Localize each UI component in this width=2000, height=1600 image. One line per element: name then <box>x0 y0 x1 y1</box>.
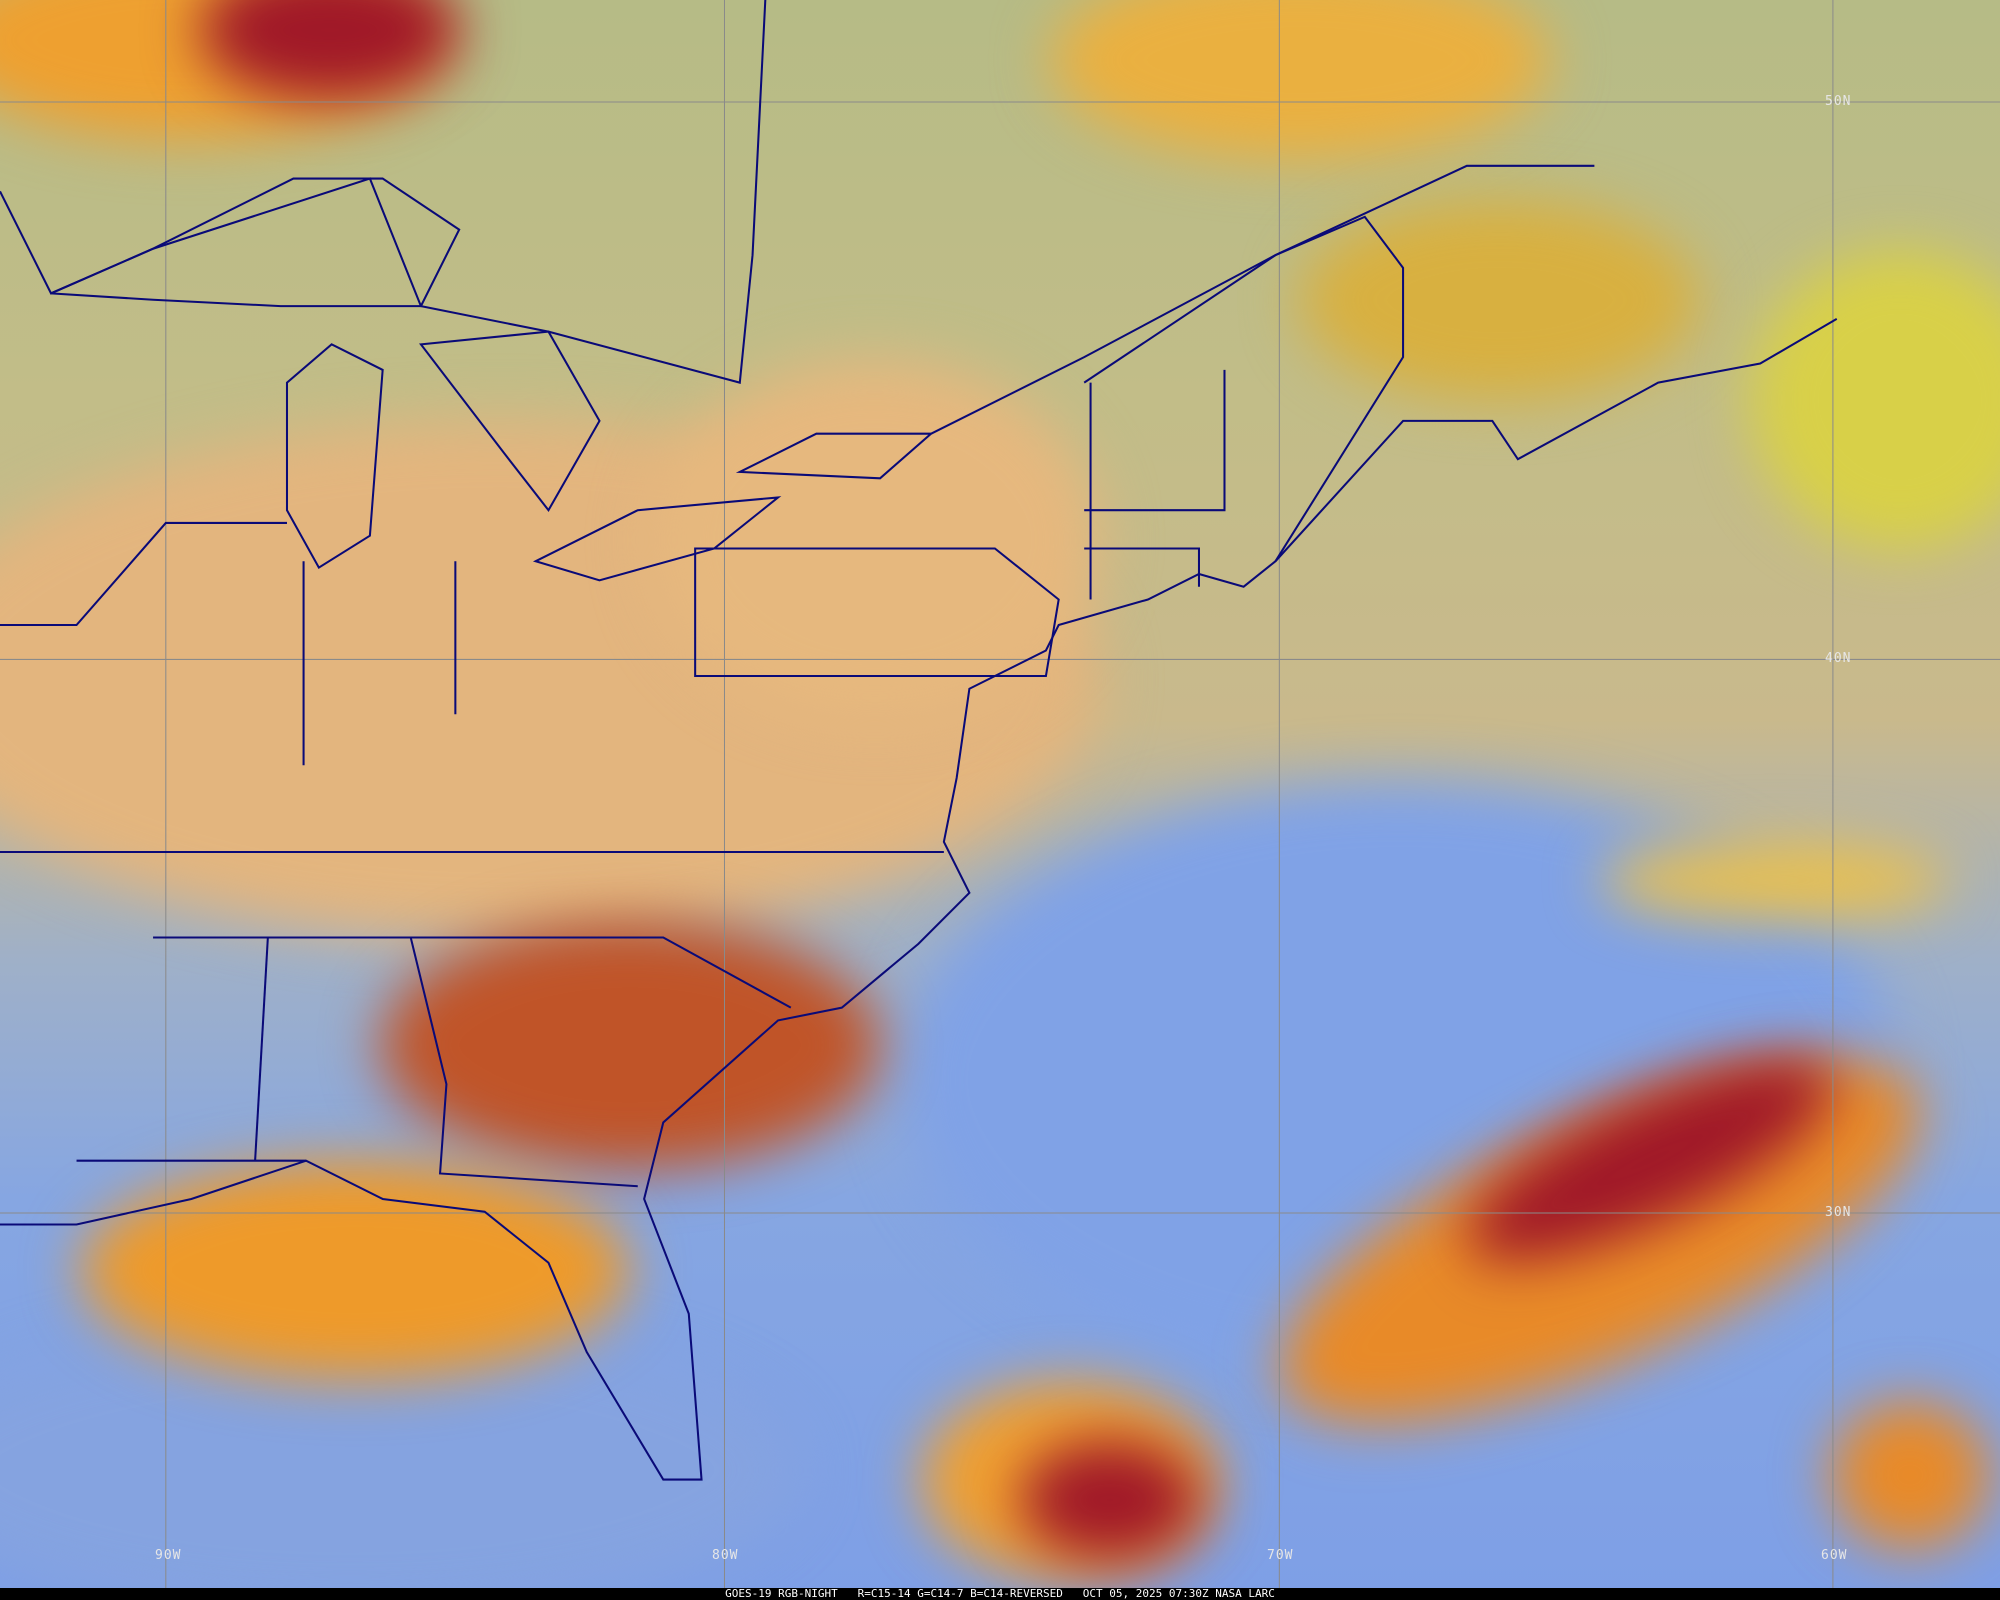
cloud-region <box>1300 200 1700 400</box>
coastlines <box>0 0 1838 1481</box>
lon-label-90w: 90W <box>155 1548 182 1563</box>
state-lines <box>254 937 269 1161</box>
cloud-region <box>1830 1400 1990 1550</box>
product-name: GOES-19 RGB-NIGHT <box>725 1587 838 1600</box>
state-lines <box>0 521 287 627</box>
lon-label-80w: 80W <box>712 1548 739 1563</box>
cloud-region <box>380 920 880 1170</box>
credit: NASA LARC <box>1215 1587 1275 1600</box>
timestamp: OCT 05, 2025 07:30Z <box>1082 1587 1209 1600</box>
channel-recipe: R=C15-14 G=C14-7 B=C14-REVERSED <box>857 1587 1063 1600</box>
lon-label-60w: 60W <box>1821 1548 1848 1563</box>
lake-erie <box>532 496 782 582</box>
cloud-region <box>80 1160 630 1380</box>
east-coastline <box>0 317 1838 1481</box>
lon-label-70w: 70W <box>1267 1548 1294 1563</box>
border-maine <box>1083 215 1405 562</box>
state-lines <box>409 937 638 1188</box>
lake-ontario <box>735 432 934 480</box>
pennsylvania <box>694 547 1060 678</box>
lat-label-30n: 30N <box>1825 1205 1852 1220</box>
cloud-region <box>1020 1440 1200 1560</box>
cloud-region <box>1600 840 1950 920</box>
state-lines <box>1084 369 1226 512</box>
cloud-region <box>1050 0 1550 160</box>
lake-michigan <box>285 343 384 570</box>
lake-superior <box>50 177 461 308</box>
lat-label-50n: 50N <box>1825 94 1852 109</box>
state-lines <box>1084 547 1200 587</box>
border-us-canada <box>0 0 767 384</box>
state-lines <box>153 936 792 1009</box>
cloud-region <box>1750 250 2000 550</box>
lake-huron <box>418 330 601 513</box>
st-lawrence <box>930 164 1595 435</box>
caption-bar: GOES-19 RGB-NIGHT R=C15-14 G=C14-7 B=C14… <box>0 1588 2000 1600</box>
lat-label-40n: 40N <box>1825 651 1852 666</box>
